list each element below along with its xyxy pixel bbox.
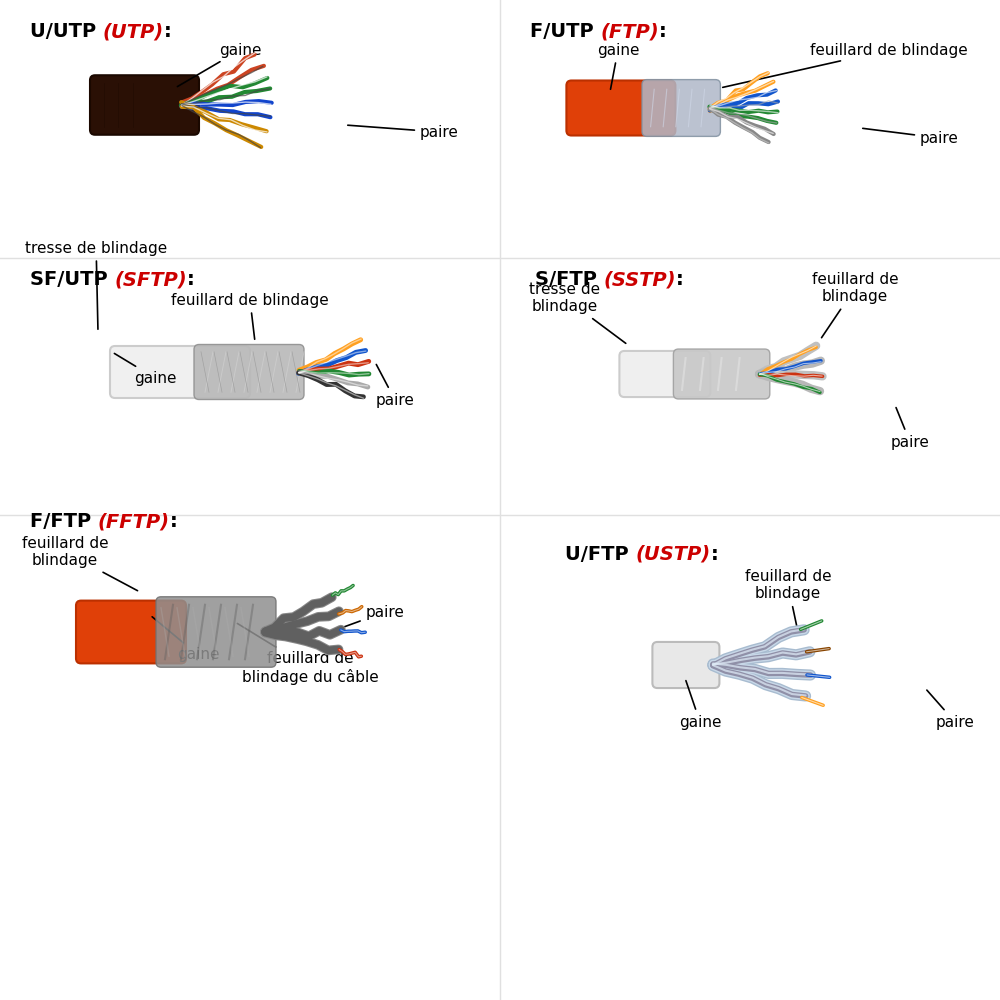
Text: gaine: gaine [597,42,639,89]
Text: U/UTP: U/UTP [30,22,103,41]
Text: feuillard de
blindage: feuillard de blindage [812,272,898,338]
Text: U/FTP: U/FTP [565,545,635,564]
Text: (UTP): (UTP) [103,22,164,41]
Text: paire: paire [348,124,459,139]
FancyBboxPatch shape [566,80,675,135]
Text: gaine: gaine [177,42,261,87]
Text: (SFTP): (SFTP) [114,270,187,289]
Text: feuillard de
blindage: feuillard de blindage [745,569,831,629]
FancyBboxPatch shape [110,346,250,398]
Text: S/FTP: S/FTP [535,270,604,289]
Text: :: : [164,22,172,41]
Text: (SSTP): (SSTP) [604,270,676,289]
Text: paire: paire [891,408,929,450]
Text: gaine: gaine [114,353,176,385]
FancyBboxPatch shape [673,349,770,399]
Text: :: : [187,270,195,289]
Text: paire: paire [376,364,414,408]
Text: SF/UTP: SF/UTP [30,270,114,289]
FancyBboxPatch shape [619,351,710,397]
Text: feuillard de
blindage du câble: feuillard de blindage du câble [237,623,378,685]
Text: :: : [170,512,178,531]
Text: paire: paire [333,604,404,631]
Text: gaine: gaine [679,681,721,730]
Text: :: : [676,270,684,289]
Text: (FTP): (FTP) [600,22,659,41]
FancyBboxPatch shape [652,642,719,688]
Text: feuillard de blindage: feuillard de blindage [171,292,329,339]
Text: feuillard de blindage: feuillard de blindage [723,42,968,87]
Text: paire: paire [927,690,974,730]
Text: paire: paire [863,128,959,145]
Text: gaine: gaine [152,617,219,662]
Text: tresse de
blindage: tresse de blindage [529,282,626,343]
FancyBboxPatch shape [76,601,186,663]
Text: :: : [659,22,667,41]
Text: (USTP): (USTP) [635,545,710,564]
Text: (FFTP): (FFTP) [98,512,170,531]
Text: feuillard de
blindage: feuillard de blindage [22,536,138,591]
FancyBboxPatch shape [156,597,276,667]
Text: F/FTP: F/FTP [30,512,98,531]
FancyBboxPatch shape [90,75,199,135]
Text: tresse de blindage: tresse de blindage [25,240,167,329]
Text: :: : [710,545,718,564]
FancyBboxPatch shape [642,80,720,136]
FancyBboxPatch shape [194,344,304,399]
Text: F/UTP: F/UTP [530,22,600,41]
